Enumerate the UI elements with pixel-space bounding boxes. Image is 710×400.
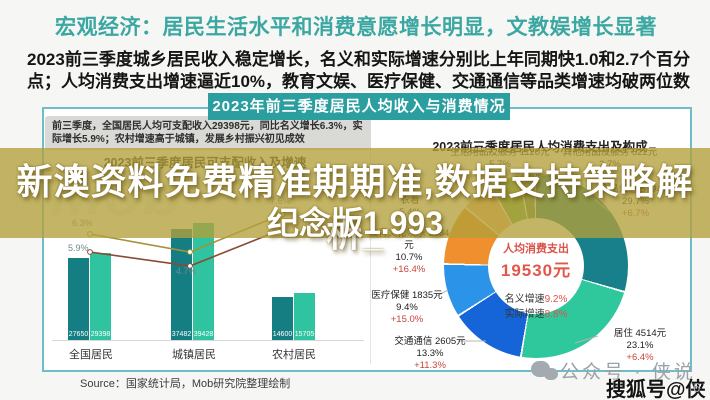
- real-growth-value: 8.8%: [544, 309, 568, 320]
- overlay-text-line2: 纪念版1.993: [266, 205, 444, 241]
- slice-share: 23.1%: [626, 340, 654, 351]
- summary-note: 前三季度，全国居民人均可支配收入29398元，同比名义增长6.3%，实际增长5.…: [45, 116, 371, 150]
- x-axis-line: [52, 340, 364, 341]
- slice-name: 交通通信: [394, 336, 433, 347]
- bar-rural-2023: 15705: [294, 293, 315, 340]
- bar-urban-2023: 39428: [193, 223, 214, 340]
- center-value: 19530元: [500, 261, 572, 280]
- slice-value: 1835元: [412, 290, 443, 301]
- overlay-text-line1: 新澳资料免费精准期期准,数据支持策略解析_: [16, 161, 694, 254]
- page-subtitle: 2023前三季度城乡居民收入稳定增长，名义和实际增速分别比上年同期快1.0和2.…: [27, 50, 691, 91]
- slice-share: 13.3%: [416, 348, 444, 359]
- slice-value: 2605元: [435, 336, 466, 347]
- source-note: Source：国家统计局，Mob研究院整理绘制: [80, 378, 291, 390]
- bar-value-label: 27650: [68, 331, 89, 338]
- souhu-account-watermark: 搜狐号@侠说: [606, 379, 706, 400]
- bar-urban-2022: 37482: [171, 229, 192, 340]
- wechat-icon: [531, 361, 561, 385]
- donut-center-text: 人均消费支出 19530元 名义增速9.2% 实际增速8.8%: [458, 240, 614, 320]
- center-label: 人均消费支出: [503, 243, 569, 255]
- bar-national-2023: 29398: [90, 253, 111, 340]
- slice-share: 10.7%: [395, 252, 423, 263]
- wechat-account-watermark: 公众号 · 侠说: [560, 362, 696, 383]
- slice-label-housing: 居住 4514元 23.1% +6.4%: [590, 328, 690, 364]
- category-label-urban: 城镇居民: [172, 349, 216, 361]
- nominal-growth-label: 名义增速: [504, 294, 545, 305]
- slice-value: 4514元: [635, 328, 667, 339]
- bar-value-label: 37482: [171, 331, 192, 338]
- bar-national-2022: 27650: [68, 258, 89, 340]
- bar-value-label: 39428: [193, 331, 214, 338]
- nominal-growth-value: 9.2%: [544, 294, 568, 305]
- slice-growth: +11.3%: [414, 360, 446, 371]
- watermark-overlay-banner: [0, 148, 710, 238]
- slice-name: 居住: [613, 328, 633, 339]
- real-growth-label: 实际增速: [504, 309, 545, 320]
- panel-banner-title: 2023年前三季度居民人均收入与消费情况: [208, 93, 510, 120]
- growth-label-national-real: 5.9%: [68, 243, 89, 253]
- growth-label-urban-real: 4.7%: [176, 266, 197, 276]
- slice-share: 9.4%: [396, 302, 418, 313]
- slice-label-healthcare: 医疗保健 1835元 9.4% +15.0%: [368, 290, 446, 326]
- slice-growth: +15.0%: [390, 314, 424, 325]
- page-number: 6: [693, 380, 701, 395]
- page-title: 宏观经济：居民生活水平和消费意愿增长明显，文教娱增长显著: [55, 16, 657, 39]
- bar-rural-2022: 14600: [272, 297, 293, 340]
- panel-divider: [370, 112, 371, 364]
- slice-growth: +16.4%: [392, 264, 426, 275]
- bar-value-label: 14600: [272, 331, 293, 338]
- slice-label-transport-comm: 交通通信 2605元 13.3% +11.3%: [390, 336, 470, 372]
- slice-name: 医疗保健: [371, 290, 410, 301]
- slice-growth: +6.4%: [626, 352, 654, 363]
- bar-value-label: 15705: [294, 331, 315, 338]
- category-label-rural: 农村居民: [272, 349, 316, 361]
- bar-value-label: 29398: [90, 331, 111, 338]
- category-label-national: 全国居民: [69, 349, 113, 361]
